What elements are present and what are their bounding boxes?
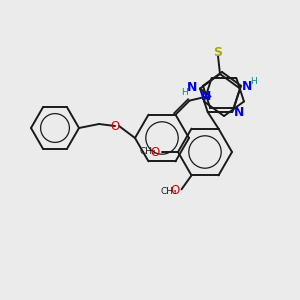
Text: N: N <box>187 81 197 94</box>
Text: O: O <box>151 146 160 158</box>
Text: O: O <box>110 119 120 133</box>
Text: O: O <box>170 184 179 197</box>
Text: S: S <box>214 46 223 59</box>
Text: N: N <box>242 80 252 93</box>
Text: N: N <box>234 106 245 119</box>
Text: N: N <box>201 90 212 103</box>
Text: H: H <box>250 77 257 86</box>
Text: CH₃: CH₃ <box>160 187 177 196</box>
Text: CH₃: CH₃ <box>140 148 156 157</box>
Text: H: H <box>181 88 188 97</box>
